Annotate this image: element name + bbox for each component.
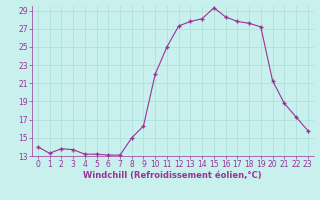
- X-axis label: Windchill (Refroidissement éolien,°C): Windchill (Refroidissement éolien,°C): [84, 171, 262, 180]
